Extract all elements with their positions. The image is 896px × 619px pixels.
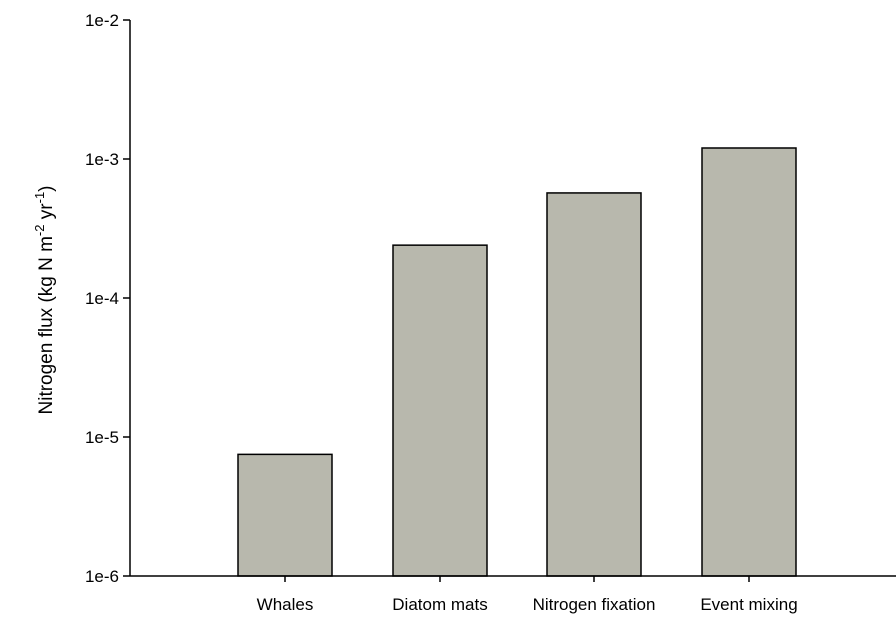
x-tick-label: Whales [257, 595, 314, 614]
y-axis-title-exp1: -2 [32, 224, 47, 236]
y-axis-title-middle: yr [36, 203, 57, 225]
x-ticks-group: Whales Diatom mats Nitrogen fixation Event … [257, 576, 798, 614]
bars-group [237, 147, 797, 577]
bar-whales [237, 453, 333, 577]
y-tick-label: 1e-3 [85, 150, 119, 169]
bar-nitrogen-fixation [546, 192, 642, 577]
y-tick-label: 1e-4 [85, 289, 119, 308]
y-axis-title-exp2: -1 [32, 192, 47, 204]
y-tick-label: 1e-6 [85, 567, 119, 586]
x-tick-label: Nitrogen fixation [533, 595, 656, 614]
y-tick-label: 1e-5 [85, 428, 119, 447]
y-ticks-group: 1e-6 1e-5 1e-4 1e-3 1e-2 [85, 11, 130, 586]
y-axis-title-suffix: ) [36, 185, 57, 191]
bar-event-mixing [701, 147, 797, 577]
y-axis-title-prefix: Nitrogen flux (kg N m [36, 236, 57, 414]
y-tick-label: 1e-2 [85, 11, 119, 30]
y-axis-title: Nitrogen flux (kg N m-2 yr-1) [32, 185, 57, 414]
x-tick-label: Event mixing [700, 595, 797, 614]
bar-diatom-mats [392, 244, 488, 577]
x-tick-label: Diatom mats [392, 595, 487, 614]
